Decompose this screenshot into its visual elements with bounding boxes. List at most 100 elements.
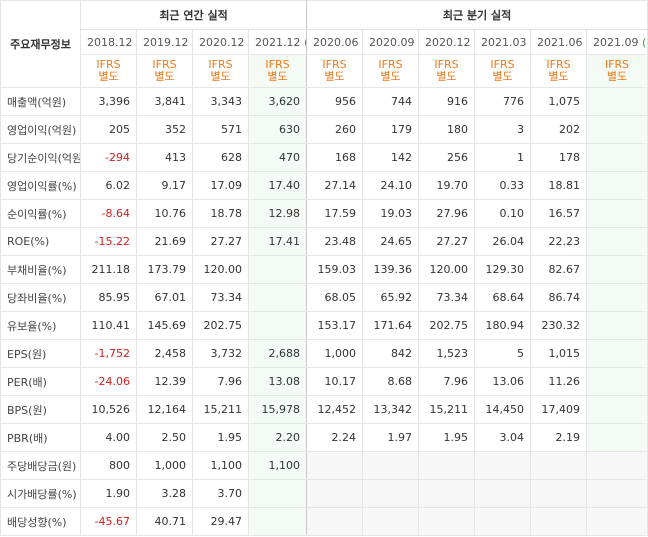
value-cell xyxy=(586,227,648,256)
value-cell xyxy=(586,395,648,424)
value-cell: 211.18 xyxy=(80,255,137,284)
value-cell: 26.04 xyxy=(474,227,532,256)
value-cell: 27.14 xyxy=(306,171,364,200)
value-cell: 21.69 xyxy=(136,227,193,256)
value-cell: 180 xyxy=(418,115,476,144)
ifrs-badge: IFRS 별도 xyxy=(586,54,648,88)
period-header: 2021.03 xyxy=(474,29,532,55)
row-label: 영업이익(억원) xyxy=(0,115,81,144)
ifrs-label: 별도 xyxy=(380,70,401,83)
value-cell: 24.10 xyxy=(362,171,420,200)
period-label: 2019.12 xyxy=(143,35,189,49)
value-cell: 2,688 xyxy=(247,339,308,368)
value-cell: 142 xyxy=(362,143,420,172)
value-cell: 145.69 xyxy=(136,311,193,340)
ifrs-label: 별도 xyxy=(98,70,119,83)
value-cell: 17.59 xyxy=(306,199,364,228)
value-cell: 800 xyxy=(80,451,137,480)
value-cell: 4.00 xyxy=(80,423,137,452)
value-cell: 18.81 xyxy=(530,171,588,200)
estimate-tag: (E) xyxy=(642,35,647,49)
ifrs-label: IFRS xyxy=(265,58,290,71)
value-cell: 73.34 xyxy=(418,283,476,312)
value-cell xyxy=(586,367,648,396)
table-row: ROE(%) -15.22 21.69 27.27 17.41 23.48 24.65 27.… xyxy=(0,227,648,256)
table-row: BPS(원) 10,526 12,164 15,211 15,978 12,452 13,3… xyxy=(0,395,648,424)
value-cell: 73.34 xyxy=(192,283,249,312)
value-cell: 85.95 xyxy=(80,283,137,312)
value-cell: 776 xyxy=(474,87,532,116)
ifrs-label: IFRS xyxy=(96,58,121,71)
value-cell xyxy=(586,255,648,284)
value-cell: 260 xyxy=(306,115,364,144)
value-cell: 13,342 xyxy=(362,395,420,424)
value-cell: 171.64 xyxy=(362,311,420,340)
table-row: EPS(원) -1,752 2,458 3,732 2,688 1,000 842 1,523… xyxy=(0,339,648,368)
value-cell: 205 xyxy=(80,115,137,144)
value-cell: -24.06 xyxy=(80,367,137,396)
value-cell: 12.39 xyxy=(136,367,193,396)
period-header: 2020.12 xyxy=(418,29,476,55)
value-cell: 2,458 xyxy=(136,339,193,368)
period-header: 2018.12 xyxy=(80,29,137,55)
value-cell xyxy=(306,451,364,480)
table-row: 영업이익률(%) 6.02 9.17 17.09 17.40 27.14 24.10 19.7… xyxy=(0,171,648,200)
ifrs-label: IFRS xyxy=(208,58,233,71)
estimate-tag: (E) xyxy=(304,36,306,49)
ifrs-label: 별도 xyxy=(436,70,457,83)
table-row: 순이익률(%) -8.64 10.76 18.78 12.98 17.59 19.03 27.… xyxy=(0,199,648,228)
value-cell: 2.50 xyxy=(136,423,193,452)
value-cell: 7.96 xyxy=(418,367,476,396)
ifrs-label: 별도 xyxy=(267,70,288,83)
row-label: 당기순이익(억원) xyxy=(0,143,81,172)
value-cell: 1,523 xyxy=(418,339,476,368)
value-cell xyxy=(362,507,420,536)
value-cell: 1,100 xyxy=(247,451,308,480)
value-cell xyxy=(362,451,420,480)
value-cell: 630 xyxy=(247,115,308,144)
period-header: 2021.09 (E) xyxy=(586,29,648,55)
period-label: 2021.12 xyxy=(255,35,301,49)
period-label: 2021.06 xyxy=(537,35,583,49)
period-label: 2020.12 xyxy=(199,35,245,49)
value-cell: 1,000 xyxy=(306,339,364,368)
value-cell xyxy=(474,507,532,536)
value-cell: 17.40 xyxy=(247,171,308,200)
value-cell: 744 xyxy=(362,87,420,116)
value-cell: 110.41 xyxy=(80,311,137,340)
value-cell: 15,978 xyxy=(247,395,308,424)
value-cell: 3.70 xyxy=(192,479,249,508)
value-cell: 8.68 xyxy=(362,367,420,396)
table-row: 당좌비율(%) 85.95 67.01 73.34 68.05 65.92 73.34 68.… xyxy=(0,283,648,312)
table-row: 주당배당금(원) 800 1,000 1,100 1,100 xyxy=(0,451,648,480)
row-label: 시가배당률(%) xyxy=(0,479,81,508)
value-cell: 13.08 xyxy=(247,367,308,396)
value-cell: 3.28 xyxy=(136,479,193,508)
ifrs-badge: IFRS 별도 xyxy=(136,54,193,88)
ifrs-label: IFRS xyxy=(604,58,630,71)
value-cell xyxy=(586,283,648,312)
period-label: 2021.03 xyxy=(481,35,527,49)
value-cell: 13.06 xyxy=(474,367,532,396)
value-cell xyxy=(306,507,364,536)
value-cell: 120.00 xyxy=(418,255,476,284)
row-label: 유보율(%) xyxy=(0,311,81,340)
value-cell: 10,526 xyxy=(80,395,137,424)
value-cell xyxy=(586,143,648,172)
value-cell: 15,211 xyxy=(418,395,476,424)
value-cell: 1.95 xyxy=(192,423,249,452)
value-cell: 24.65 xyxy=(362,227,420,256)
value-cell: 19.03 xyxy=(362,199,420,228)
value-cell: 19.70 xyxy=(418,171,476,200)
period-label: 2020.06 xyxy=(313,35,359,49)
value-cell: 956 xyxy=(306,87,364,116)
value-cell xyxy=(586,479,648,508)
value-cell: -1,752 xyxy=(80,339,137,368)
value-cell: 202.75 xyxy=(192,311,249,340)
value-cell: 173.79 xyxy=(136,255,193,284)
period-header: 2019.12 xyxy=(136,29,193,55)
value-cell: 2.24 xyxy=(306,423,364,452)
period-header: 2020.12 xyxy=(192,29,249,55)
annual-section-title: 최근 연간 실적 xyxy=(79,0,308,30)
